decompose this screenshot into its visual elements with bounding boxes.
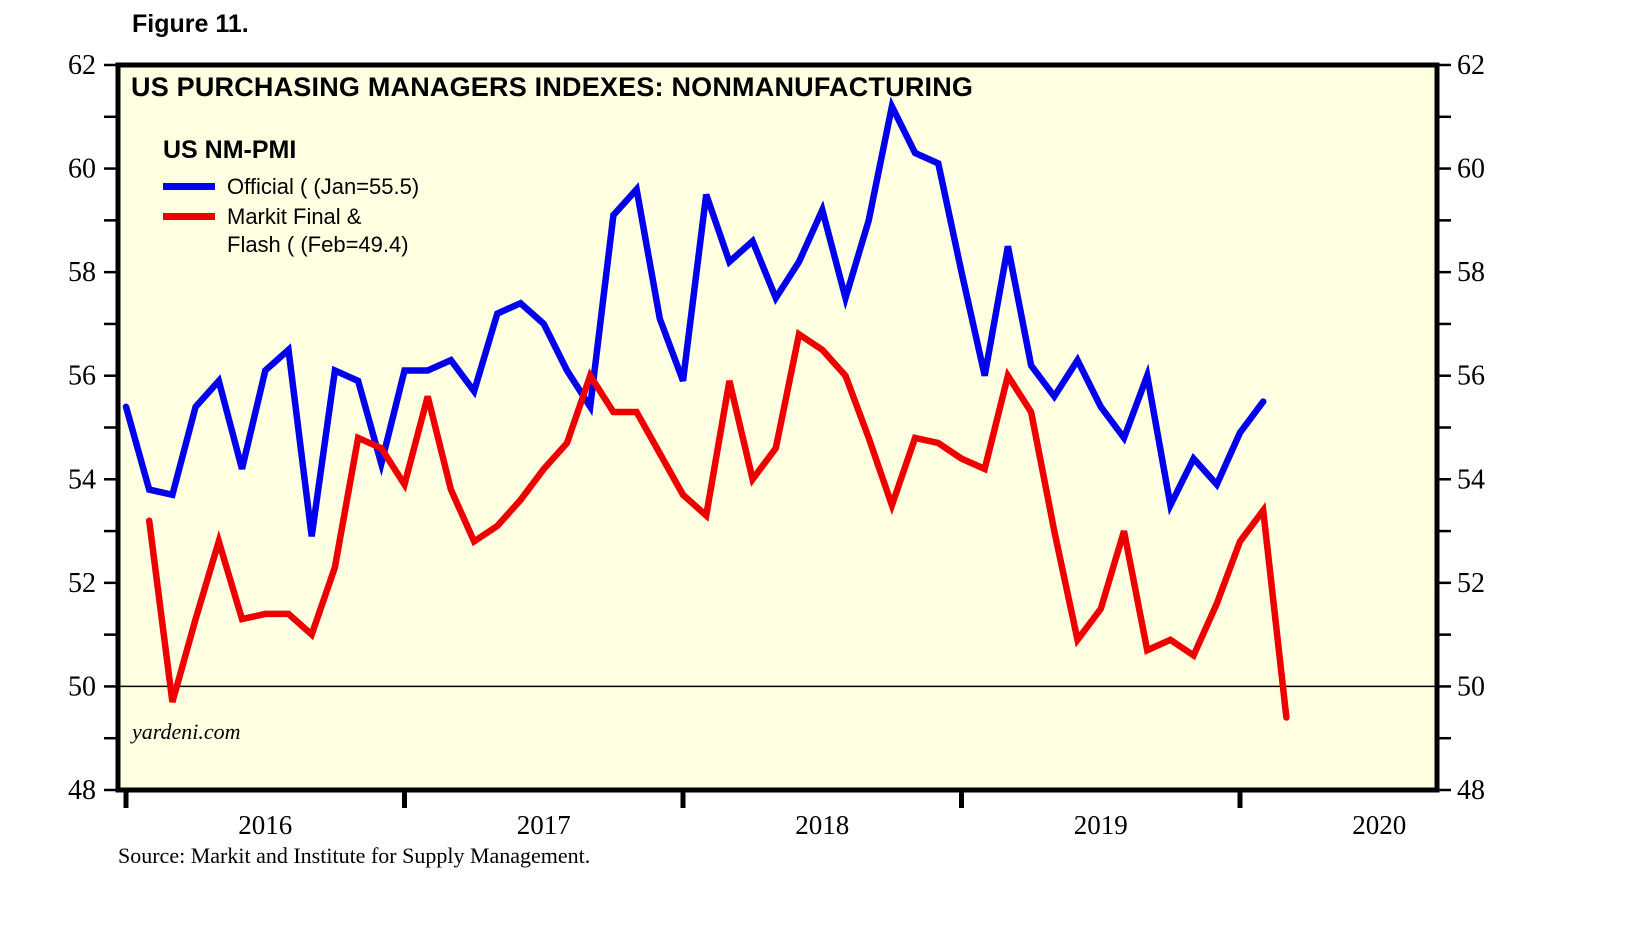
watermark: yardeni.com [132, 719, 241, 744]
chart-title: US PURCHASING MANAGERS INDEXES: NONMANUF… [131, 72, 974, 102]
y-label-right-56: 56 [1457, 361, 1485, 392]
x-axis: 2016 2017 2018 2019 2020 [123, 790, 1406, 840]
legend-item-official: Official ( (Jan=55.5) [163, 173, 419, 201]
legend-label-official: Official ( (Jan=55.5) [227, 174, 420, 199]
y-label-left-50: 50 [68, 671, 96, 702]
series-line-markit-final-flash [145, 328, 1290, 721]
source-note: Source: Markit and Institute for Supply … [118, 843, 591, 868]
y-label-left-54: 54 [68, 464, 96, 495]
y-label-left-52: 52 [68, 568, 96, 599]
x-label-2018: 2018 [795, 810, 849, 840]
x-label-2020: 2020 [1352, 810, 1406, 840]
y-label-right-62: 62 [1457, 50, 1485, 81]
y-label-right-48: 48 [1457, 775, 1485, 806]
y-label-left-48: 48 [68, 775, 96, 806]
figure-caption: Figure 11. [132, 10, 249, 38]
y-axis-ticks [104, 63, 1451, 792]
y-label-right-54: 54 [1457, 464, 1485, 495]
legend: US NM-PMI Official ( (Jan=55.5) Markit F… [163, 136, 419, 261]
x-label-2019: 2019 [1074, 810, 1128, 840]
legend-label-markit-line1: Markit Final & [227, 204, 362, 229]
y-label-right-50: 50 [1457, 671, 1485, 702]
series-line-official [122, 96, 1267, 537]
y-label-left-56: 56 [68, 361, 96, 392]
y-label-left-62: 62 [68, 50, 96, 81]
y-label-right-60: 60 [1457, 154, 1485, 185]
y-label-right-58: 58 [1457, 257, 1485, 288]
legend-item-markit: Markit Final & Flash ( (Feb=49.4) [163, 203, 419, 259]
x-label-2017: 2017 [517, 810, 571, 840]
legend-heading: US NM-PMI [163, 136, 297, 164]
y-label-left-60: 60 [68, 154, 96, 185]
plot-frame [115, 62, 1440, 793]
legend-label-markit-line2: Flash ( (Feb=49.4) [227, 232, 409, 257]
y-label-right-52: 52 [1457, 568, 1485, 599]
y-label-left-58: 58 [68, 257, 96, 288]
markit-line-swatch [163, 213, 215, 220]
legend-label-markit: Markit Final & Flash ( (Feb=49.4) [227, 203, 409, 259]
x-label-2016: 2016 [238, 810, 292, 840]
y-axis-labels: 48 48 50 50 52 52 54 54 56 56 58 58 60 60 62 62 [68, 50, 1485, 806]
official-line-swatch [163, 183, 215, 190]
